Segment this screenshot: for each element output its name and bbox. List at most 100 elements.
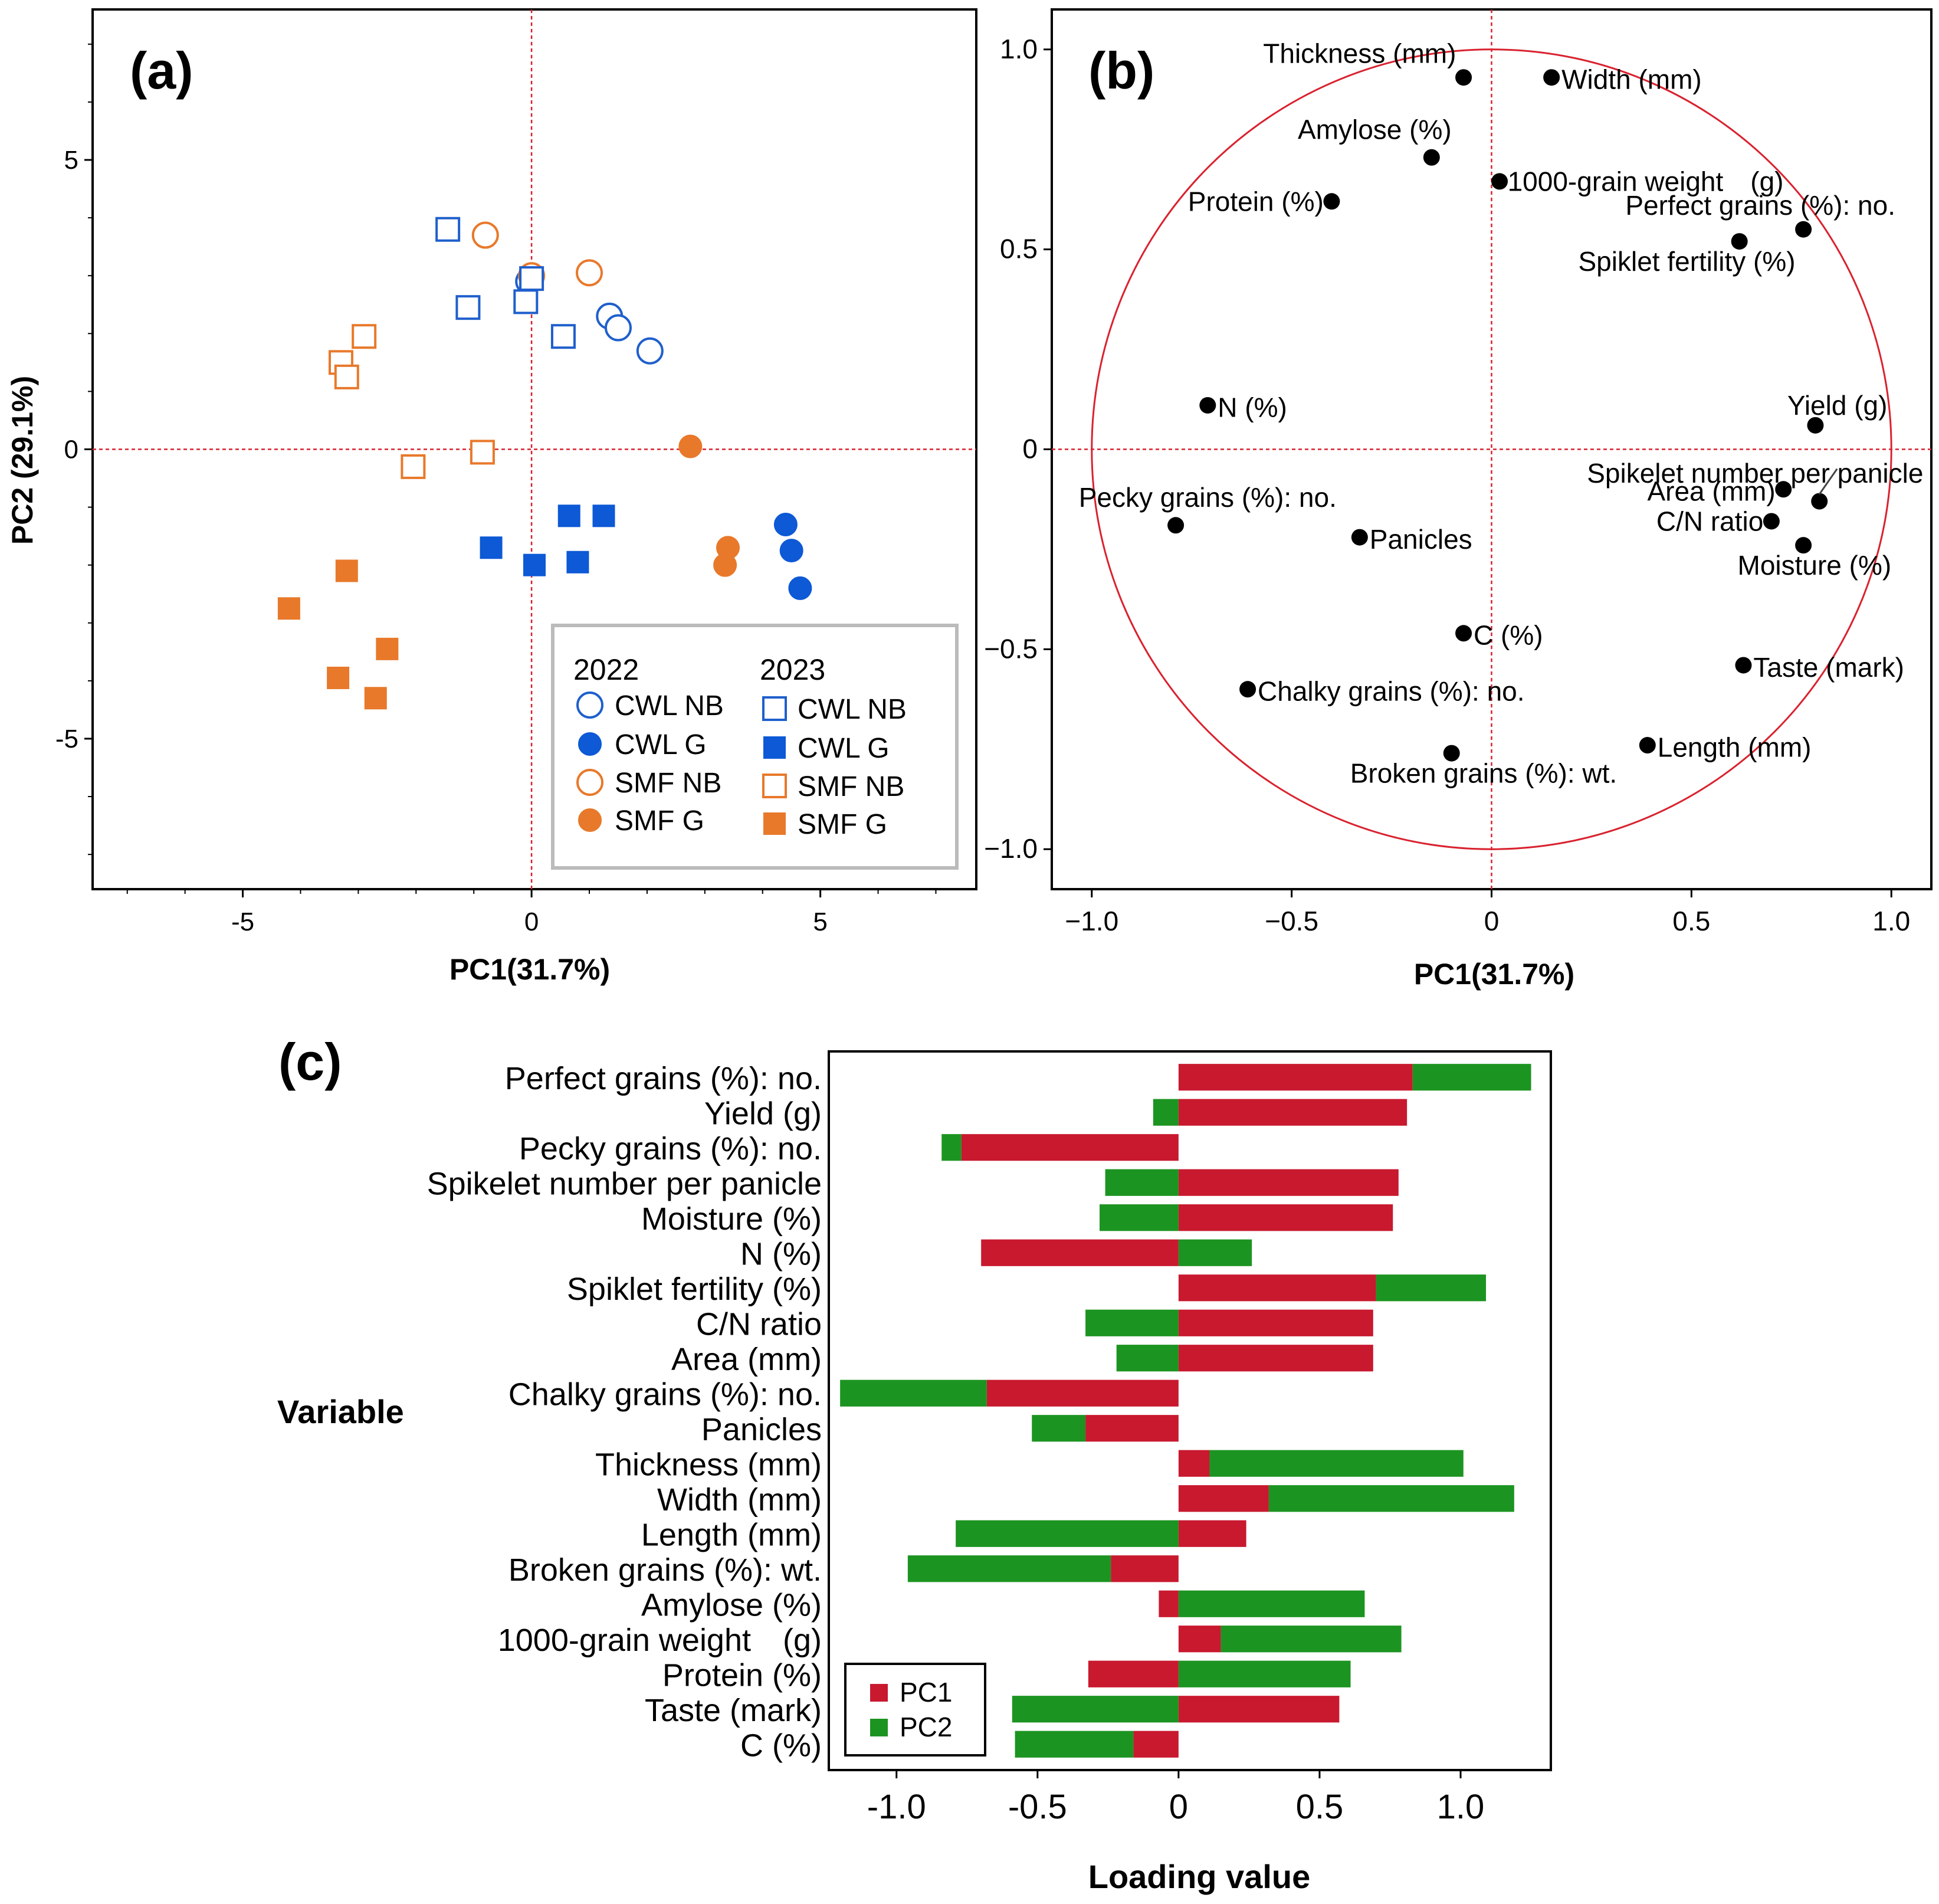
category-label: Amylose (%) xyxy=(641,1587,822,1623)
panel-a-xlabel: PC1(31.7%) xyxy=(450,953,610,986)
bar-pc2 xyxy=(1116,1345,1179,1372)
bar-pc2 xyxy=(1015,1731,1134,1758)
legend-frame xyxy=(551,624,959,870)
loading-point: Length (mm) xyxy=(1639,732,1812,762)
y-tick-label: 0 xyxy=(64,435,78,464)
bar-pc2 xyxy=(1178,1590,1365,1617)
category-label: Taste (mark) xyxy=(645,1693,822,1728)
panel-b-ticks: −1.0 −0.5 0 0.5 1.0 1.0 0.5 0 −0.5 −1.0 xyxy=(984,34,1910,936)
loading-label: Pecky grains (%): no. xyxy=(1079,482,1337,513)
legend-entry-label: SMF NB xyxy=(615,768,721,799)
y-tick-label: 1.0 xyxy=(1000,34,1038,64)
loading-dot xyxy=(1735,657,1752,674)
data-point xyxy=(335,559,358,582)
category-label: Broken grains (%): wt. xyxy=(508,1552,822,1588)
loading-point: Protein (%) xyxy=(1188,186,1340,217)
legend-pc1-label: PC1 xyxy=(900,1677,952,1708)
data-point xyxy=(566,550,589,574)
loading-label: 1000-grain weight (g) xyxy=(1508,166,1784,196)
bar-pc1 xyxy=(1178,1204,1393,1231)
category-label: Area (mm) xyxy=(671,1342,822,1377)
loading-dot xyxy=(1351,529,1368,546)
loading-dot xyxy=(1775,481,1792,498)
bar-pc2 xyxy=(1012,1696,1179,1723)
bar-pc1 xyxy=(1178,1696,1340,1723)
bar-pc2 xyxy=(1178,1239,1252,1266)
data-point xyxy=(636,337,664,365)
panel-c: Perfect grains (%): no.Yield (g)Pecky gr… xyxy=(277,1033,1552,1895)
bar-pc2 xyxy=(1085,1309,1179,1336)
loading-label: N (%) xyxy=(1218,392,1287,422)
loading-point: Chalky grains (%): no. xyxy=(1239,676,1525,707)
category-label: Yield (g) xyxy=(704,1096,822,1131)
panel-c-bars xyxy=(840,1064,1531,1758)
data-point xyxy=(519,266,544,291)
y-tick-label: 0 xyxy=(1022,434,1038,464)
category-label: C/N ratio xyxy=(696,1306,822,1342)
category-label: 1000-grain weight (g) xyxy=(498,1623,822,1658)
data-point xyxy=(678,434,703,458)
loading-point: Panicles xyxy=(1351,524,1472,555)
x-tick-label: 1.0 xyxy=(1872,906,1910,936)
bar-pc1 xyxy=(986,1379,1179,1407)
loading-dot xyxy=(1455,69,1472,86)
loading-label: Thickness (mm) xyxy=(1263,38,1456,69)
data-point xyxy=(557,504,580,527)
y-tick-label: -5 xyxy=(55,725,78,753)
panel-a-label: (a) xyxy=(130,41,193,100)
data-point xyxy=(513,289,539,314)
bar-pc1 xyxy=(981,1239,1179,1266)
loading-point: C (%) xyxy=(1455,620,1543,651)
legend-marker xyxy=(763,736,786,759)
category-label: Spikelet number per panicle xyxy=(427,1166,822,1201)
x-tick-label: 0 xyxy=(524,907,539,936)
loading-label: Amylose (%) xyxy=(1298,114,1452,145)
data-point xyxy=(550,324,576,349)
data-point xyxy=(352,324,377,349)
bar-pc2 xyxy=(1178,1660,1351,1687)
loading-point: Pecky grains (%): no. xyxy=(1079,482,1337,534)
panel-c-xlabel: Loading value xyxy=(1088,1858,1311,1895)
data-point xyxy=(604,314,632,342)
x-tick-label: 0.5 xyxy=(1296,1788,1344,1826)
data-point xyxy=(470,440,495,465)
loading-point: Taste (mark) xyxy=(1735,652,1904,683)
bar-pc2 xyxy=(1153,1099,1179,1126)
category-label: Spiklet fertility (%) xyxy=(567,1271,822,1307)
loading-point: 1000-grain weight (g) xyxy=(1491,166,1784,196)
loading-label: Protein (%) xyxy=(1188,186,1324,217)
data-point xyxy=(592,504,615,527)
loading-dot xyxy=(1639,737,1656,754)
category-label: Thickness (mm) xyxy=(595,1447,822,1482)
label-leader-line xyxy=(1819,468,1838,495)
legend-year-2022: 2022 xyxy=(573,653,639,686)
bar-pc2 xyxy=(941,1134,962,1161)
x-tick-label: -5 xyxy=(231,907,254,936)
loading-label: C/N ratio xyxy=(1656,506,1763,536)
loading-point: Width (mm) xyxy=(1543,64,1702,95)
loading-label: Spiklet fertility (%) xyxy=(1578,246,1795,277)
category-label: Moisture (%) xyxy=(641,1201,822,1237)
bar-pc1 xyxy=(1178,1309,1373,1336)
loading-dot xyxy=(1167,517,1185,534)
y-tick-label: 0.5 xyxy=(1000,234,1038,264)
loading-label: Perfect grains (%): no. xyxy=(1625,190,1895,221)
loading-dot xyxy=(1811,493,1828,510)
loading-dot xyxy=(1423,149,1440,166)
loading-label: Moisture (%) xyxy=(1738,550,1892,581)
panel-b-xlabel: PC1(31.7%) xyxy=(1414,958,1574,991)
bar-pc1 xyxy=(1178,1520,1246,1547)
data-point xyxy=(376,637,399,660)
loading-label: Chalky grains (%): no. xyxy=(1258,676,1525,707)
loading-label: Length (mm) xyxy=(1658,732,1812,762)
loading-label: Width (mm) xyxy=(1561,64,1702,95)
legend-entry-label: SMF G xyxy=(615,805,704,837)
legend-marker xyxy=(762,774,787,798)
loading-point: C/N ratio xyxy=(1656,506,1780,536)
loading-point: Yield (g) xyxy=(1787,390,1888,434)
legend-marker xyxy=(762,696,787,721)
loading-label: Area (mm) xyxy=(1647,476,1775,507)
data-point xyxy=(327,666,350,689)
loading-label: Yield (g) xyxy=(1787,390,1888,421)
